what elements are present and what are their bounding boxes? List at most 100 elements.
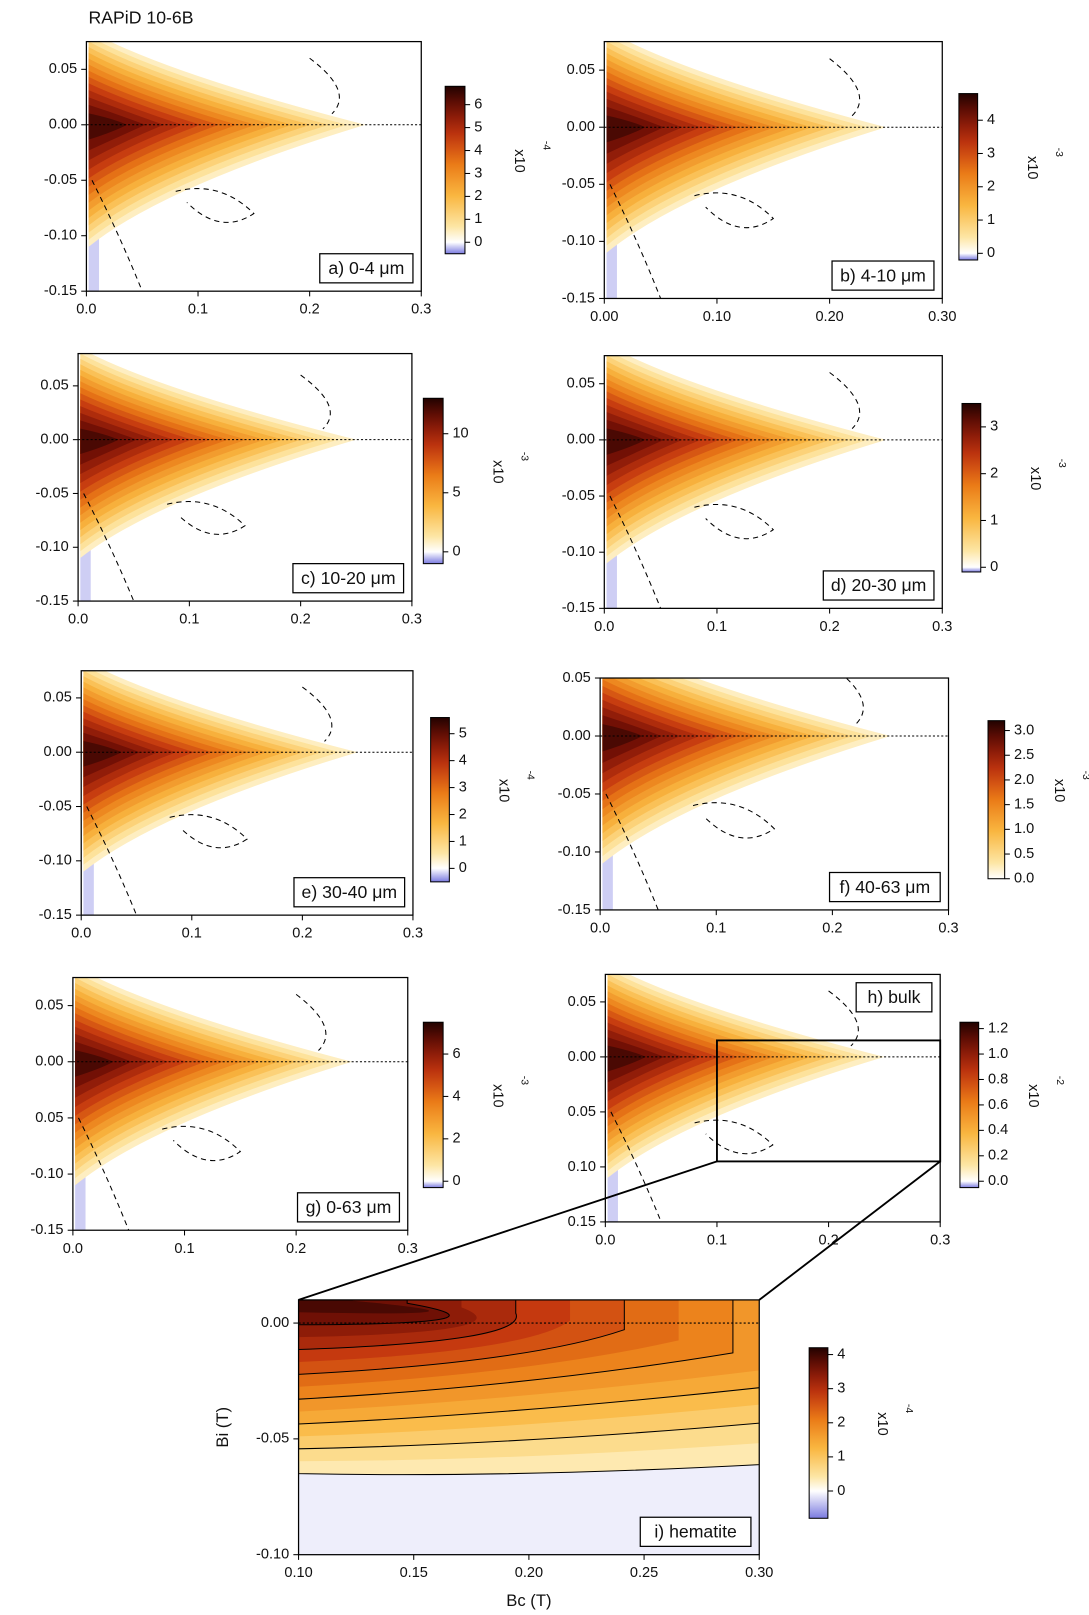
colorbar-exponent: -4 bbox=[525, 771, 536, 780]
colorbar-tick-label: 3 bbox=[837, 1381, 845, 1397]
colorbar-exponent: -3 bbox=[518, 1076, 529, 1085]
zoom-box bbox=[716, 1039, 942, 1163]
density-layer bbox=[88, 113, 128, 140]
y-tick-label: -0.10 bbox=[256, 1547, 289, 1563]
plot-frame bbox=[85, 40, 422, 292]
contour bbox=[295, 993, 327, 1051]
colorbar-tick-label: 0.0 bbox=[1014, 871, 1034, 887]
colorbar-tick-label: 5 bbox=[474, 119, 482, 135]
colorbar-tick-label: 2 bbox=[459, 806, 467, 822]
y-tick-label: 0.05 bbox=[567, 376, 595, 392]
colorbar bbox=[808, 1347, 829, 1519]
y-tick-label: -0.15 bbox=[562, 600, 595, 616]
colorbar-tick-label: 1 bbox=[474, 211, 482, 227]
y-tick-label: 0.00 bbox=[44, 744, 72, 760]
colorbar-multiplier: x10 bbox=[489, 1084, 505, 1107]
zoom-connector bbox=[758, 1160, 941, 1301]
density-layer bbox=[606, 428, 646, 455]
zoom-connector bbox=[298, 1160, 718, 1301]
panel: 0.00 0.10 0.20 0.30 0.05 0.00 -0.05 -0.10 -0.15 b… bbox=[562, 40, 1064, 325]
y-tick-label: -0.10 bbox=[36, 539, 69, 555]
contour bbox=[162, 1125, 242, 1162]
density-layer bbox=[298, 1299, 430, 1314]
y-tick-label: 0.05 bbox=[49, 61, 77, 77]
x-tick-label: 0.25 bbox=[630, 1565, 658, 1581]
colorbar bbox=[430, 717, 450, 883]
colorbar-tick-label: 1.2 bbox=[988, 1020, 1008, 1036]
colorbar-multiplier: x10 bbox=[1024, 156, 1040, 179]
contour bbox=[829, 58, 861, 117]
y-tick-label: -0.10 bbox=[562, 233, 595, 249]
colorbar bbox=[444, 85, 466, 255]
colorbar-tick-label: 1.0 bbox=[1014, 821, 1034, 837]
panel-label-box bbox=[292, 563, 405, 594]
panel: 0.0 0.1 0.2 0.3 0.05 0.00 -0.05 -0.10 -0.15 d) 20… bbox=[562, 355, 1067, 635]
colorbar-tick-label: 3 bbox=[987, 145, 995, 161]
panel: 0.10 0.15 0.20 0.25 0.30 0.00 -0.05 -0.10 Bc (T)… bbox=[213, 1299, 914, 1610]
panel: 0.0 0.1 0.2 0.3 0.05 0.00 0.05 -0.10 -0.15 g) 0-6… bbox=[30, 976, 529, 1257]
colorbar-tick-label: 0 bbox=[452, 544, 460, 560]
colorbar-tick-label: 6 bbox=[474, 97, 482, 113]
x-tick-label: 0.1 bbox=[179, 612, 199, 628]
y-tick-label: -0.10 bbox=[44, 228, 77, 244]
density bbox=[605, 974, 941, 1222]
x-tick-label: 0.3 bbox=[411, 302, 431, 318]
density-layer bbox=[602, 724, 643, 752]
colorbar-tick-label: 0 bbox=[990, 559, 998, 575]
y-tick-label: -0.05 bbox=[562, 176, 595, 192]
colorbar-multiplier: x10 bbox=[1025, 1084, 1041, 1107]
x-tick-label: 0.3 bbox=[398, 1241, 418, 1257]
x-tick-label: 0.1 bbox=[182, 926, 202, 942]
contour bbox=[302, 686, 333, 742]
panel-label-box bbox=[296, 1192, 401, 1223]
colorbar-tick-label: 0.0 bbox=[988, 1173, 1008, 1189]
colorbar-multiplier: x10 bbox=[874, 1412, 890, 1435]
contour bbox=[692, 802, 776, 839]
density bbox=[72, 977, 408, 1231]
plot-frame bbox=[72, 976, 409, 1231]
density-layer bbox=[80, 428, 119, 454]
density bbox=[86, 41, 422, 292]
colorbar-tick-label: 0.5 bbox=[1014, 846, 1034, 862]
contour bbox=[91, 180, 143, 292]
colorbar-tick-label: 2 bbox=[452, 1131, 460, 1147]
y-tick-label: 0.00 bbox=[562, 728, 590, 744]
y-tick-label: -0.10 bbox=[30, 1166, 63, 1182]
colorbar-tick-label: 1 bbox=[990, 512, 998, 528]
colorbar-tick-label: 4 bbox=[987, 112, 995, 128]
x-tick-label: 0.2 bbox=[822, 920, 842, 936]
y-tick-label: 0.05 bbox=[35, 997, 63, 1013]
y-tick-label: -0.05 bbox=[562, 488, 595, 504]
contour bbox=[694, 192, 775, 229]
panel-label-box bbox=[293, 877, 406, 908]
contour bbox=[609, 495, 662, 609]
y-tick-label: 0.05 bbox=[44, 690, 72, 706]
colorbar-tick-label: 0.4 bbox=[988, 1122, 1008, 1138]
plot-frame bbox=[80, 670, 414, 916]
colorbar-tick-label: 6 bbox=[452, 1046, 460, 1062]
x-tick-label: 0.0 bbox=[594, 619, 614, 635]
panel: 0.0 0.1 0.2 0.3 0.05 0.00 0.05 0.10 0.15 h) bulk 0… bbox=[568, 973, 1065, 1248]
x-tick-label: 0.1 bbox=[188, 302, 208, 318]
contour bbox=[300, 374, 331, 430]
contour bbox=[78, 1117, 130, 1231]
y-tick-label: 0.05 bbox=[567, 62, 595, 78]
x-tick-label: 0.0 bbox=[76, 302, 96, 318]
y-tick-label: 0.05 bbox=[562, 670, 590, 686]
colorbar-exponent: -3 bbox=[518, 452, 529, 461]
density bbox=[604, 355, 943, 609]
panel-label-box bbox=[319, 253, 414, 284]
x-tick-label: 0.0 bbox=[71, 926, 91, 942]
colorbar bbox=[422, 397, 444, 565]
colorbar-tick-label: 5 bbox=[452, 485, 460, 501]
density bbox=[78, 353, 412, 602]
colorbar-tick-label: 0 bbox=[452, 1173, 460, 1189]
colorbar-tick-label: 2 bbox=[837, 1415, 845, 1431]
x-tick-label: 0.0 bbox=[595, 1232, 615, 1248]
colorbar bbox=[422, 1021, 444, 1189]
x-tick-label: 0.1 bbox=[174, 1241, 194, 1257]
x-tick-label: 0.10 bbox=[703, 309, 731, 325]
colorbar-tick-label: 2 bbox=[987, 179, 995, 195]
x-tick-label: 0.30 bbox=[928, 309, 956, 325]
plot-frame bbox=[77, 352, 413, 602]
